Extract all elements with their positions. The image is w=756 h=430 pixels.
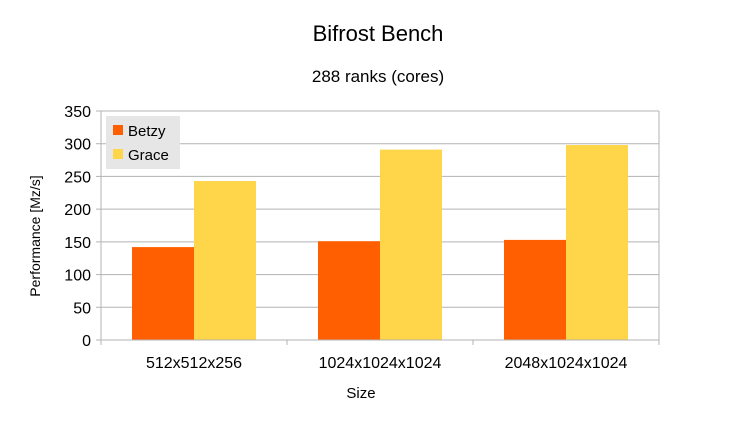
x-axis-ticks: 512x512x256 1024x1024x1024 2048x1024x1024: [100, 340, 660, 372]
x-tick-label: 1024x1024x1024: [319, 355, 442, 372]
y-tick-label: 250: [64, 169, 91, 186]
legend-swatch-grace: [113, 149, 123, 159]
bar-grace-0: [194, 181, 256, 340]
bar-betzy-1: [318, 241, 380, 340]
x-tick-label: 512x512x256: [146, 355, 242, 372]
y-tick-label: 300: [64, 137, 91, 154]
chart-title: Bifrost Bench: [313, 21, 444, 46]
bar-grace-2: [566, 145, 628, 340]
y-axis-ticks: 0 50 100 150 200 250 300 350: [64, 104, 101, 350]
y-tick-label: 100: [64, 268, 91, 285]
y-tick-label: 200: [64, 202, 91, 219]
bar-grace-1: [380, 149, 442, 340]
y-tick-label: 0: [82, 333, 91, 350]
y-axis-label: Performance [Mz/s]: [27, 175, 43, 296]
bars: [132, 145, 628, 340]
x-tick-label: 2048x1024x1024: [505, 355, 628, 372]
chart-subtitle: 288 ranks (cores): [312, 67, 444, 86]
y-tick-label: 50: [73, 300, 91, 317]
axes: [100, 111, 660, 341]
legend-swatch-betzy: [113, 125, 123, 135]
legend-label-betzy: Betzy: [128, 123, 166, 140]
bar-betzy-0: [132, 247, 194, 340]
y-tick-label: 350: [64, 104, 91, 121]
legend: Betzy Grace: [106, 116, 180, 169]
legend-background: [106, 116, 180, 169]
x-axis-label: Size: [346, 385, 375, 402]
bar-betzy-2: [504, 239, 566, 340]
y-tick-label: 150: [64, 235, 91, 252]
legend-label-grace: Grace: [128, 147, 169, 164]
